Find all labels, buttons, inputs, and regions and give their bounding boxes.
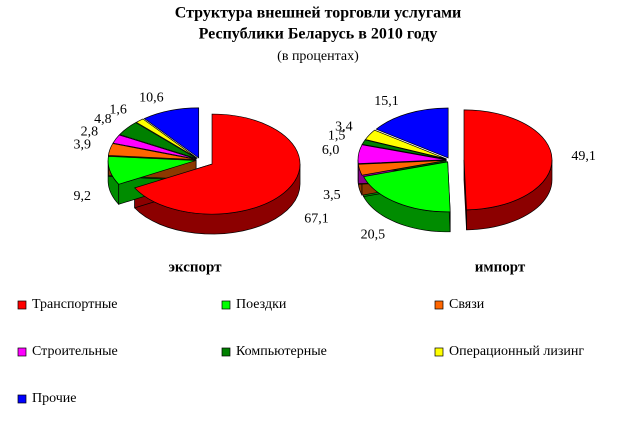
- data-label: 3,9: [73, 137, 91, 152]
- legend-label: Строительные: [32, 344, 118, 359]
- data-label: 4,8: [94, 112, 112, 127]
- legend-label: Прочие: [32, 391, 77, 406]
- legend-swatch: [17, 300, 27, 310]
- pie-slice: [364, 129, 447, 160]
- data-label: 6,0: [322, 143, 340, 158]
- data-label: 67,1: [304, 212, 329, 227]
- pie-slice: [143, 107, 200, 159]
- legend-swatch: [17, 394, 27, 404]
- legend-swatch: [221, 300, 231, 310]
- legend-swatch: [221, 347, 231, 357]
- pie-slice: [357, 160, 447, 176]
- data-label: 3,4: [335, 120, 353, 135]
- pie-label: импорт: [475, 259, 526, 275]
- legend-label: Компьютерные: [236, 344, 327, 359]
- legend-label: Поездки: [236, 297, 287, 312]
- data-label: 20,5: [361, 228, 386, 243]
- chart-title: Республики Беларусь в 2010 году: [199, 26, 438, 43]
- pie-slice: [112, 134, 197, 160]
- data-label: 1,5: [328, 129, 346, 144]
- chart-subtitle: (в процентах): [277, 49, 359, 64]
- legend-swatch: [434, 347, 444, 357]
- pie-slice: [361, 139, 447, 160]
- legend-label: Транспортные: [32, 297, 117, 312]
- pie-slice: [375, 107, 449, 159]
- pie-slice: [363, 161, 451, 213]
- legend-swatch: [17, 347, 27, 357]
- data-label: 10,6: [139, 90, 164, 105]
- data-label: 49,1: [571, 149, 596, 164]
- legend-swatch: [434, 300, 444, 310]
- data-label: 1,6: [109, 102, 127, 117]
- legend-label: Операционный лизинг: [449, 344, 584, 359]
- pie-slice: [119, 122, 198, 159]
- pie-slice: [107, 143, 197, 160]
- pie-label: экспорт: [168, 259, 222, 275]
- pie-slice: [107, 156, 197, 185]
- data-label: 15,1: [374, 94, 399, 109]
- legend-label: Связи: [449, 297, 485, 312]
- chart-title: Структура внешней торговли услугами: [175, 5, 461, 22]
- pie-slice: [135, 118, 198, 159]
- pie-slice: [134, 113, 301, 215]
- data-label: 3,5: [323, 188, 341, 203]
- pie-slice: [463, 109, 553, 211]
- pie-slice: [357, 144, 447, 164]
- data-label: 9,2: [74, 189, 92, 204]
- data-label: 2,8: [81, 125, 99, 140]
